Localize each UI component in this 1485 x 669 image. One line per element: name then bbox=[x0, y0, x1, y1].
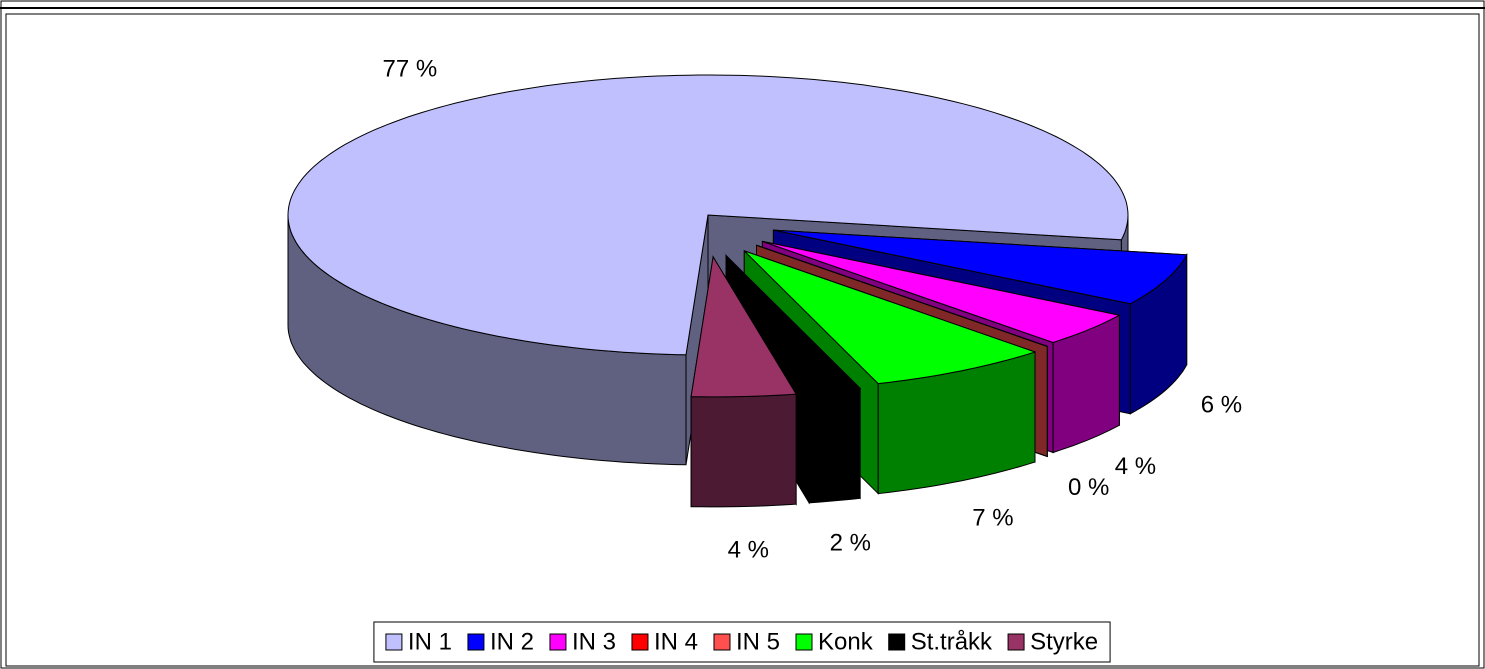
slice bbox=[725, 255, 862, 394]
legend-label: Styrke bbox=[1030, 628, 1098, 655]
slice bbox=[756, 244, 1048, 347]
legend-swatch bbox=[795, 633, 813, 651]
slice bbox=[690, 255, 797, 398]
legend-swatch bbox=[713, 633, 731, 651]
legend-label: IN 2 bbox=[490, 628, 534, 655]
legend-swatch bbox=[631, 633, 649, 651]
data-label: 0 % bbox=[1068, 474, 1109, 501]
slice-wall bbox=[808, 387, 861, 504]
slice-wall bbox=[690, 393, 797, 508]
slice bbox=[287, 74, 1129, 356]
legend-box bbox=[373, 621, 1111, 663]
legend-swatch bbox=[549, 633, 567, 651]
legend-swatch bbox=[888, 633, 906, 651]
slice bbox=[773, 229, 1188, 305]
data-label: 77 % bbox=[382, 55, 437, 82]
plot-frame bbox=[5, 13, 1480, 667]
legend-label: Konk bbox=[818, 628, 874, 655]
legend-label: IN 5 bbox=[736, 628, 780, 655]
data-label: 4 % bbox=[1115, 453, 1156, 480]
legend-swatch bbox=[467, 633, 485, 651]
data-label: 4 % bbox=[728, 537, 769, 564]
legend-label: St.tråkk bbox=[911, 628, 993, 655]
legend-swatch bbox=[385, 633, 403, 651]
slice bbox=[762, 240, 1121, 344]
legend-label: IN 1 bbox=[408, 628, 452, 655]
slice bbox=[743, 250, 1037, 385]
legend-label: IN 3 bbox=[572, 628, 616, 655]
legend: IN 1 IN 2 IN 3 IN 4 IN 5 Konk St.tråkk Styrke bbox=[373, 621, 1111, 663]
legend-label: IN 4 bbox=[654, 628, 698, 655]
data-label: 2 % bbox=[830, 530, 871, 557]
data-label: 6 % bbox=[1201, 392, 1242, 419]
data-label: 7 % bbox=[972, 505, 1013, 532]
legend-swatch bbox=[1007, 633, 1025, 651]
